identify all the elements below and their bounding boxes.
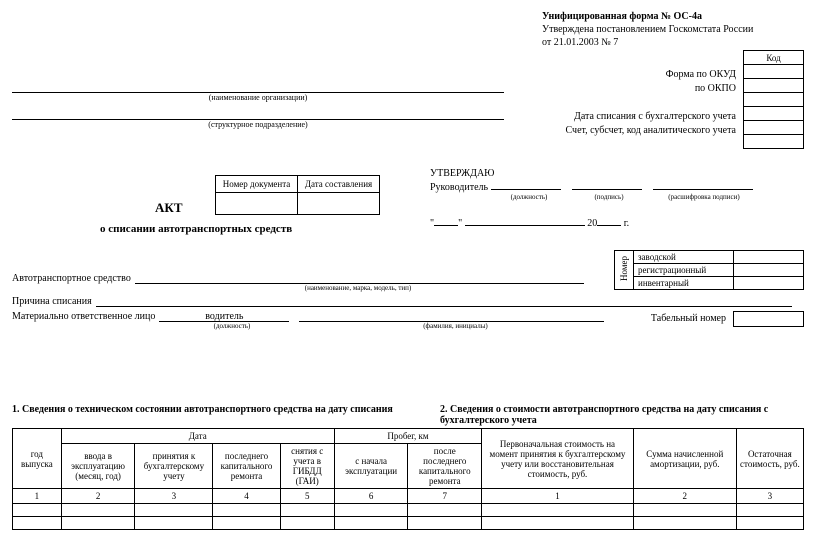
factory-label: заводской xyxy=(634,251,734,264)
r2c4[interactable] xyxy=(213,517,280,530)
position-sub: (должность) xyxy=(494,193,564,201)
r2c10[interactable] xyxy=(736,517,803,530)
doc-date-header: Дата составления xyxy=(298,176,380,193)
inv-label: инвентарный xyxy=(634,277,734,290)
num-10: 3 xyxy=(736,489,803,504)
resp-position-line[interactable]: водитель xyxy=(159,311,289,322)
reg-val[interactable] xyxy=(734,264,804,277)
doc-num-header: Номер документа xyxy=(216,176,298,193)
kod-date-cell[interactable] xyxy=(744,107,804,121)
r2c1[interactable] xyxy=(13,517,62,530)
r2c2[interactable] xyxy=(61,517,135,530)
col-year: год выпуска xyxy=(13,429,62,489)
num-7: 7 xyxy=(408,489,482,504)
year-line[interactable] xyxy=(597,215,621,226)
year-prefix: 20 xyxy=(587,218,597,229)
col-commission: ввода в эксплуатацию (месяц, год) xyxy=(61,444,135,489)
kod-okud-cell[interactable] xyxy=(744,65,804,79)
kod-empty1[interactable] xyxy=(744,93,804,107)
col-residual: Остаточная стоимость, руб. xyxy=(736,429,803,489)
num-2: 2 xyxy=(61,489,135,504)
tab-num-cell[interactable] xyxy=(734,312,804,327)
approve-block: УТВЕРЖДАЮ Руководитель (должность) (подп… xyxy=(430,168,800,229)
col-mileage-repair: после последнего капитального ремонта xyxy=(408,444,482,489)
r2c8[interactable] xyxy=(482,517,634,530)
kod-title: Код xyxy=(744,51,804,65)
approve-title: УТВЕРЖДАЮ xyxy=(430,168,800,179)
num-8: 1 xyxy=(482,489,634,504)
doc-num-cell[interactable] xyxy=(216,193,298,215)
num-1: 1 xyxy=(13,489,62,504)
num-5: 5 xyxy=(280,489,334,504)
position-line[interactable] xyxy=(491,179,561,190)
factory-val[interactable] xyxy=(734,251,804,264)
r2c6[interactable] xyxy=(334,517,408,530)
reg-label: регистрационный xyxy=(634,264,734,277)
name-sub: (расшифровка подписи) xyxy=(654,193,754,201)
resp-name-line[interactable] xyxy=(299,311,604,322)
name-line[interactable] xyxy=(653,179,753,190)
doc-number-table: Номер документа Дата составления xyxy=(215,175,380,215)
signature-line[interactable] xyxy=(572,179,642,190)
writeoff-date-label: Дата списания с бухгалтерского учета xyxy=(566,110,737,124)
okpo-label: по ОКПО xyxy=(566,82,737,96)
num-3: 3 xyxy=(135,489,213,504)
r2c3[interactable] xyxy=(135,517,213,530)
r2c5[interactable] xyxy=(280,517,334,530)
col-mileage-start: с начала эксплуатации xyxy=(334,444,408,489)
reason-line[interactable] xyxy=(96,296,792,307)
resp-sub2: (фамилия, инициалы) xyxy=(307,322,604,330)
tab-num-label: Табельный номер xyxy=(651,313,726,324)
nomer-rot: Номер xyxy=(619,256,629,281)
akt-subtitle: о списании автотранспортных средств xyxy=(100,223,292,235)
struct-sub: (структурное подразделение) xyxy=(12,120,504,129)
reason-label: Причина списания xyxy=(12,296,92,307)
org-name-line[interactable] xyxy=(12,81,504,93)
num-6: 6 xyxy=(334,489,408,504)
nomer-table: Номер заводской регистрационный инвентар… xyxy=(614,250,804,290)
year-suffix: г. xyxy=(624,218,629,229)
day-line[interactable] xyxy=(434,215,458,226)
vehicle-line[interactable] xyxy=(135,273,584,284)
col-last-repair: последнего капитального ремонта xyxy=(213,444,280,489)
col-amort: Сумма начисленной амортизации, руб. xyxy=(633,429,736,489)
resp-label: Материально ответственное лицо xyxy=(12,311,155,322)
vehicle-label: Автотранспортное средство xyxy=(12,273,131,284)
section1-title: 1. Сведения о техническом состоянии авто… xyxy=(12,404,432,426)
col-gibdd: снятия с учета в ГИБДД (ГАИ) xyxy=(280,444,334,489)
col-initial: Первоначальная стоимость на момент приня… xyxy=(482,429,634,489)
kod-account-cell[interactable] xyxy=(744,121,804,135)
account-label: Счет, субсчет, код аналитического учета xyxy=(566,124,737,138)
chief-label: Руководитель xyxy=(430,182,488,193)
kod-okpo-cell[interactable] xyxy=(744,79,804,93)
col-mileage-group: Пробег, км xyxy=(334,429,481,444)
form-name: Унифицированная форма № ОС-4а xyxy=(542,11,702,22)
r2c7[interactable] xyxy=(408,517,482,530)
col-accept: принятия к бухгалтерскому учету xyxy=(135,444,213,489)
form-date-ref: от 21.01.2003 № 7 xyxy=(542,37,618,48)
org-name-sub: (наименование организации) xyxy=(12,93,504,102)
inv-val[interactable] xyxy=(734,277,804,290)
akt-word: АКТ xyxy=(155,200,183,215)
vehicle-sub: (наименование, марка, модель, тип) xyxy=(212,284,504,292)
kod-block: Код xyxy=(743,50,804,149)
r2c9[interactable] xyxy=(633,517,736,530)
form-approved: Утверждена постановлением Госкомстата Ро… xyxy=(542,24,753,35)
okud-label: Форма по ОКУД xyxy=(566,68,737,82)
col-date-group: Дата xyxy=(61,429,334,444)
num-9: 2 xyxy=(633,489,736,504)
section2-title: 2. Сведения о стоимости автотранспортног… xyxy=(440,404,804,426)
resp-sub1: (должность) xyxy=(167,322,297,330)
kod-empty2[interactable] xyxy=(744,135,804,149)
akt-title: АКТ xyxy=(155,200,183,216)
num-4: 4 xyxy=(213,489,280,504)
struct-line[interactable] xyxy=(12,108,504,120)
month-line[interactable] xyxy=(465,215,585,226)
doc-date-cell[interactable] xyxy=(298,193,380,215)
kod-labels: Форма по ОКУД по ОКПО Дата списания с бу… xyxy=(566,68,737,138)
signature-sub: (подпись) xyxy=(574,193,644,201)
